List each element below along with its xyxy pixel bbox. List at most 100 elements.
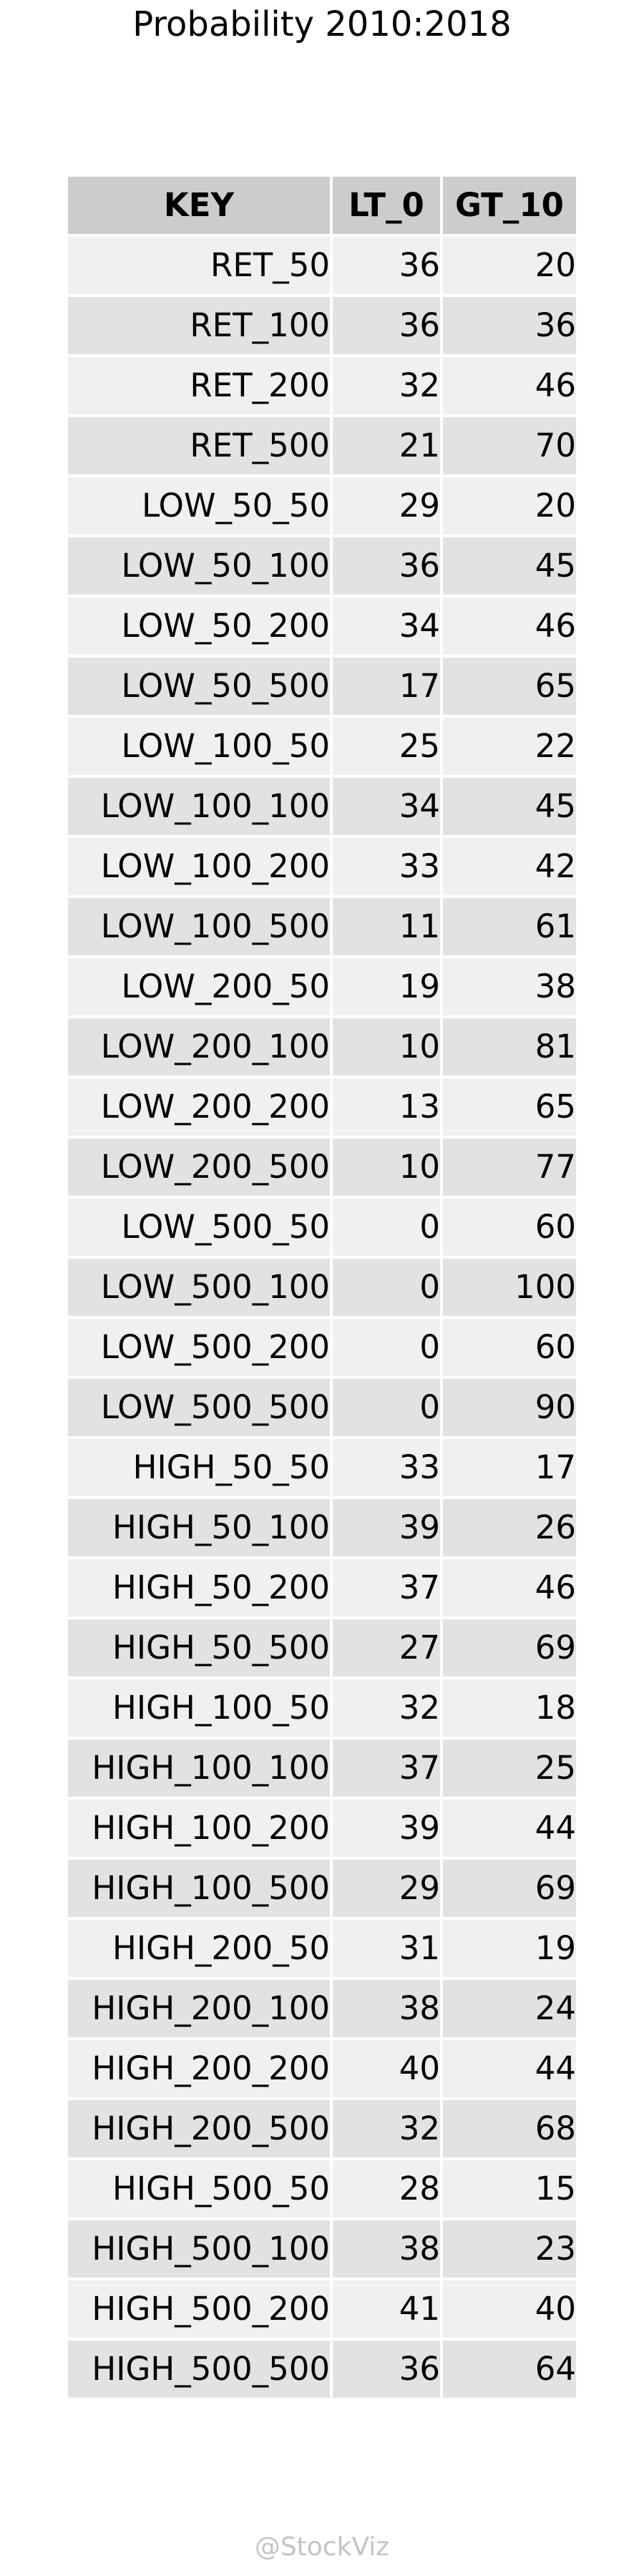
gt-10-cell: 45	[443, 778, 576, 835]
table-row: HIGH_200_500 32 68	[68, 2100, 576, 2157]
table-row: HIGH_500_500 36 64	[68, 2341, 576, 2398]
table-row: HIGH_200_200 40 44	[68, 2040, 576, 2097]
table-row: HIGH_500_200 41 40	[68, 2280, 576, 2338]
table-row: LOW_500_200 0 60	[68, 1319, 576, 1376]
lt-0-cell: 27	[333, 1619, 440, 1677]
lt-0-cell: 36	[333, 237, 440, 294]
gt-10-cell: 45	[443, 537, 576, 595]
lt-0-cell: 33	[333, 838, 440, 895]
gt-10-cell: 70	[443, 417, 576, 474]
key-cell: HIGH_200_200	[68, 2040, 330, 2097]
gt-10-cell: 20	[443, 237, 576, 294]
key-cell: LOW_200_50	[68, 958, 330, 1015]
table-row: LOW_100_200 33 42	[68, 838, 576, 895]
key-cell: HIGH_100_100	[68, 1740, 330, 1797]
lt-0-cell: 36	[333, 2341, 440, 2398]
lt-0-cell: 33	[333, 1439, 440, 1496]
column-header-lt-0: LT_0	[333, 177, 440, 234]
lt-0-cell: 31	[333, 1920, 440, 1977]
gt-10-cell: 60	[443, 1319, 576, 1376]
gt-10-cell: 23	[443, 2220, 576, 2278]
table-row: HIGH_500_50 28 15	[68, 2160, 576, 2218]
table-row: LOW_500_500 0 90	[68, 1379, 576, 1436]
table-row: LOW_50_500 17 65	[68, 658, 576, 715]
table-row: HIGH_500_100 38 23	[68, 2220, 576, 2278]
key-cell: HIGH_500_50	[68, 2160, 330, 2218]
lt-0-cell: 11	[333, 898, 440, 955]
table-row: RET_500 21 70	[68, 417, 576, 474]
lt-0-cell: 10	[333, 1018, 440, 1075]
key-cell: LOW_100_100	[68, 778, 330, 835]
gt-10-cell: 65	[443, 1078, 576, 1136]
table-body: RET_50 36 20 RET_100 36 36 RET_200 32 46 RET_500 2…	[68, 237, 576, 2398]
gt-10-cell: 25	[443, 1740, 576, 1797]
gt-10-cell: 44	[443, 2040, 576, 2097]
key-cell: LOW_100_500	[68, 898, 330, 955]
key-cell: HIGH_200_50	[68, 1920, 330, 1977]
key-cell: HIGH_500_500	[68, 2341, 330, 2398]
table-row: RET_50 36 20	[68, 237, 576, 294]
lt-0-cell: 38	[333, 1980, 440, 2037]
table-row: HIGH_100_50 32 18	[68, 1679, 576, 1737]
table-row: HIGH_50_200 37 46	[68, 1559, 576, 1616]
lt-0-cell: 36	[333, 297, 440, 354]
table-row: LOW_50_50 29 20	[68, 477, 576, 535]
gt-10-cell: 100	[443, 1259, 576, 1316]
key-cell: HIGH_50_100	[68, 1499, 330, 1556]
gt-10-cell: 24	[443, 1980, 576, 2037]
table-row: LOW_100_50 25 22	[68, 718, 576, 775]
gt-10-cell: 42	[443, 838, 576, 895]
lt-0-cell: 25	[333, 718, 440, 775]
gt-10-cell: 40	[443, 2280, 576, 2338]
table-row: HIGH_100_200 39 44	[68, 1800, 576, 1857]
gt-10-cell: 38	[443, 958, 576, 1015]
gt-10-cell: 81	[443, 1018, 576, 1075]
lt-0-cell: 0	[333, 1319, 440, 1376]
lt-0-cell: 40	[333, 2040, 440, 2097]
key-cell: RET_500	[68, 417, 330, 474]
key-cell: LOW_500_500	[68, 1379, 330, 1436]
lt-0-cell: 32	[333, 357, 440, 414]
gt-10-cell: 69	[443, 1619, 576, 1677]
key-cell: HIGH_100_50	[68, 1679, 330, 1737]
key-cell: LOW_200_500	[68, 1138, 330, 1196]
gt-10-cell: 46	[443, 597, 576, 655]
key-cell: RET_50	[68, 237, 330, 294]
table-row: HIGH_200_50 31 19	[68, 1920, 576, 1977]
gt-10-cell: 68	[443, 2100, 576, 2157]
gt-10-cell: 20	[443, 477, 576, 535]
table-row: HIGH_200_100 38 24	[68, 1980, 576, 2037]
gt-10-cell: 60	[443, 1199, 576, 1256]
key-cell: LOW_100_200	[68, 838, 330, 895]
gt-10-cell: 64	[443, 2341, 576, 2398]
table-row: LOW_500_100 0 100	[68, 1259, 576, 1316]
table-row: LOW_500_50 0 60	[68, 1199, 576, 1256]
key-cell: RET_100	[68, 297, 330, 354]
lt-0-cell: 34	[333, 778, 440, 835]
key-cell: LOW_50_200	[68, 597, 330, 655]
key-cell: LOW_100_50	[68, 718, 330, 775]
lt-0-cell: 29	[333, 477, 440, 535]
table-row: HIGH_100_500 29 69	[68, 1860, 576, 1917]
watermark: @StockViz	[254, 2532, 390, 2562]
table-row: HIGH_50_500 27 69	[68, 1619, 576, 1677]
gt-10-cell: 46	[443, 357, 576, 414]
lt-0-cell: 28	[333, 2160, 440, 2218]
key-cell: LOW_50_500	[68, 658, 330, 715]
lt-0-cell: 39	[333, 1800, 440, 1857]
lt-0-cell: 29	[333, 1860, 440, 1917]
table-row: LOW_200_100 10 81	[68, 1018, 576, 1075]
column-header-key: KEY	[68, 177, 330, 234]
page-title: Probability 2010:2018	[132, 4, 512, 44]
key-cell: HIGH_100_500	[68, 1860, 330, 1917]
lt-0-cell: 37	[333, 1740, 440, 1797]
lt-0-cell: 21	[333, 417, 440, 474]
key-cell: RET_200	[68, 357, 330, 414]
table-row: LOW_50_200 34 46	[68, 597, 576, 655]
lt-0-cell: 0	[333, 1199, 440, 1256]
lt-0-cell: 0	[333, 1259, 440, 1316]
key-cell: LOW_50_100	[68, 537, 330, 595]
gt-10-cell: 46	[443, 1559, 576, 1616]
gt-10-cell: 17	[443, 1439, 576, 1496]
gt-10-cell: 61	[443, 898, 576, 955]
